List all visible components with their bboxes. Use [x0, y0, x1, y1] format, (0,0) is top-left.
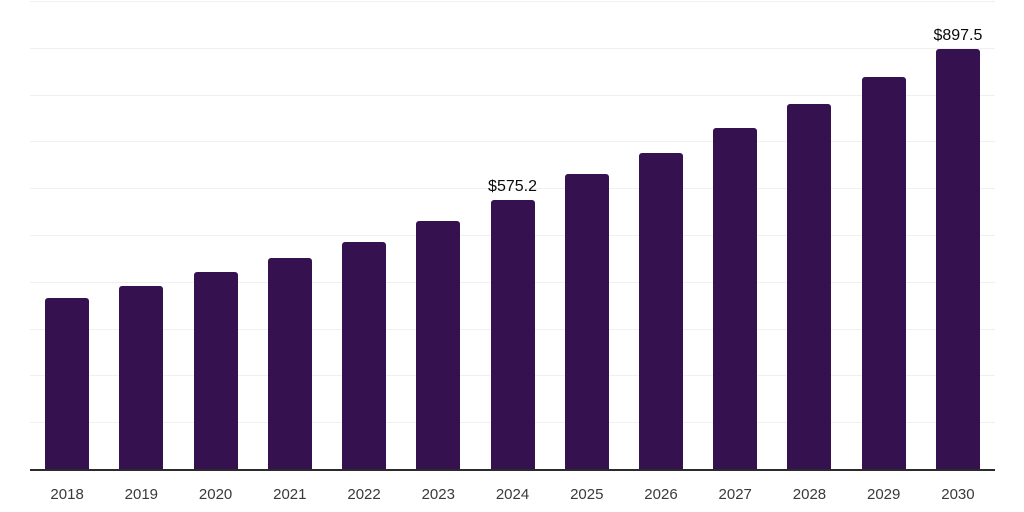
x-tick-label-2020: 2020: [198, 486, 233, 503]
x-tick-label-2028: 2028: [792, 486, 827, 503]
x-tick-label-2019: 2019: [124, 486, 159, 503]
bar-2018: [45, 297, 90, 469]
bar-2028: [787, 103, 832, 469]
x-tick-label-2023: 2023: [421, 486, 455, 503]
bar-2020: [193, 271, 238, 469]
x-tick-label-2018: 2018: [50, 486, 84, 503]
bar-2019: [119, 285, 164, 469]
bar-slot-2027: [698, 1, 772, 469]
bar-slot-2025: [550, 1, 624, 469]
bar-2030: [935, 48, 980, 469]
x-axis-labels: 2018 2019 2020 2021 2022 2023 2024 2025 2026 2027…: [30, 483, 995, 507]
x-tick-label-2027: 2027: [718, 486, 752, 503]
bar-slot-2024: $575.2: [475, 1, 549, 469]
x-tick-label-2025: 2025: [570, 486, 604, 503]
bar-slot-2023: [401, 1, 475, 469]
gridline: [30, 188, 995, 190]
bar-2026: [638, 152, 683, 469]
bar-slot-2029: [847, 1, 921, 469]
bar-slot-2020: [178, 1, 252, 469]
bar-slot-2021: [253, 1, 327, 469]
x-tick-label-2022: 2022: [347, 486, 381, 503]
bar-2024: [490, 199, 535, 469]
gridline: [30, 47, 995, 49]
bar-2027: [713, 128, 758, 469]
plot-area: $575.2 $897.5: [30, 1, 995, 471]
gridline: [30, 94, 995, 96]
bar-2025: [564, 173, 609, 469]
bar-slot-2026: [624, 1, 698, 469]
x-tick-label-2024: 2024: [495, 486, 530, 503]
bar-2029: [861, 76, 906, 469]
gridline: [30, 141, 995, 143]
data-label-2024: $575.2: [488, 177, 537, 195]
x-tick-label-2021: 2021: [273, 486, 307, 503]
x-tick-label-2026: 2026: [644, 486, 678, 503]
bar-2023: [416, 220, 461, 469]
bar-2022: [342, 241, 387, 469]
x-tick-label-2030: 2030: [941, 486, 975, 503]
bar-slot-2019: [104, 1, 178, 469]
bar-slot-2028: [772, 1, 846, 469]
bar-slot-2022: [327, 1, 401, 469]
x-tick-label-2029: 2029: [867, 486, 901, 503]
bar-2021: [267, 257, 312, 469]
bars: $575.2 $897.5: [30, 1, 995, 469]
bar-slot-2030: $897.5: [921, 1, 995, 469]
gridline: [30, 1, 995, 2]
data-label-2030: $897.5: [933, 26, 983, 44]
bar-slot-2018: [30, 1, 104, 469]
